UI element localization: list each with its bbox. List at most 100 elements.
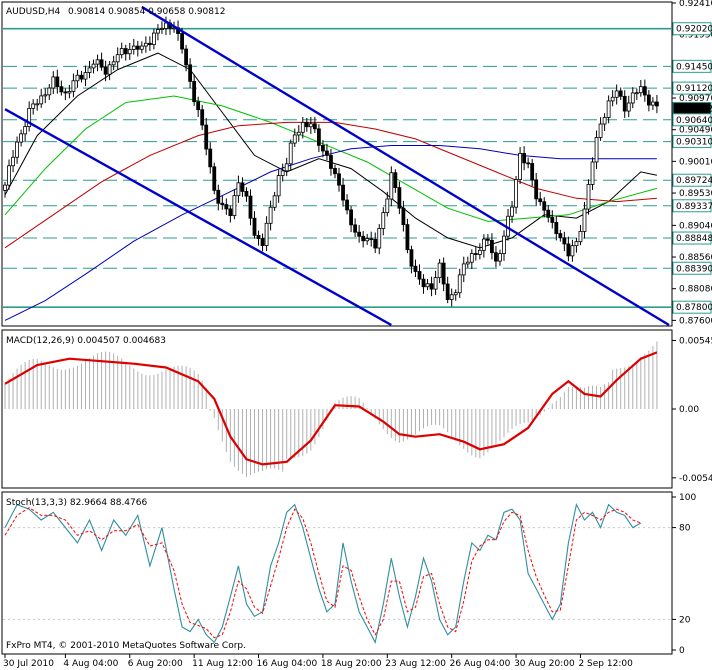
candle-body — [115, 54, 120, 63]
candle-body — [433, 277, 438, 290]
candle-body — [292, 134, 297, 144]
moving-average-line — [4, 121, 657, 249]
price-level-box — [672, 113, 712, 127]
macd-label: MACD(12,26,9) 0.004507 0.004683 — [6, 336, 166, 346]
candle-body — [437, 262, 442, 279]
candle-body — [502, 235, 506, 254]
candle-body — [518, 153, 522, 180]
candle-body — [11, 156, 15, 167]
candle-body — [248, 195, 253, 219]
candle-body — [473, 253, 478, 255]
candle-body — [63, 91, 68, 94]
candle-body — [546, 209, 551, 218]
candle-body — [160, 28, 164, 30]
candle-body — [393, 172, 398, 189]
candle-body — [312, 123, 317, 130]
candle-body — [610, 96, 615, 102]
macd-pane-frame — [1, 329, 673, 489]
candle-body — [228, 208, 233, 217]
candle-body — [381, 212, 386, 229]
channel-line[interactable] — [141, 5, 670, 327]
candle-body — [67, 90, 72, 94]
stoch-label: Stoch(13,3,3) 82.9664 88.4766 — [6, 498, 147, 508]
candle-body — [598, 123, 603, 138]
stoch-lines — [4, 502, 642, 645]
stoch-axis-label: 20 — [679, 615, 691, 625]
candle-body — [618, 90, 623, 97]
candle-body — [200, 109, 205, 126]
candle-body — [498, 253, 502, 262]
candle-body — [642, 86, 647, 96]
candle-body — [486, 238, 490, 241]
price-level-label: 0.88848 — [676, 234, 712, 244]
candle-body — [622, 95, 627, 112]
candle-body — [329, 154, 333, 169]
price-level-label: 0.92020 — [676, 25, 712, 35]
price-pane: AUDUSD,H4 0.90814 0.90854 0.90658 0.9081… — [1, 0, 712, 327]
candle-body — [494, 252, 498, 262]
candle-body — [558, 233, 563, 239]
candle-body — [614, 90, 619, 98]
candle-body — [441, 262, 446, 285]
candle-body — [397, 187, 402, 209]
time-axis-label: 23 Aug 12:00 — [385, 659, 446, 669]
macd-axis-label: 0.00 — [679, 405, 699, 415]
candle-body — [316, 128, 321, 146]
candle-body — [469, 253, 474, 263]
stoch-main-line — [4, 502, 642, 645]
price-level-label: 0.89724 — [676, 176, 712, 186]
stoch-level-lines — [3, 527, 671, 620]
candle-body — [55, 76, 60, 88]
candle-body — [365, 238, 370, 242]
time-axis-label: 18 Aug 20:00 — [321, 659, 382, 669]
candle-body — [152, 32, 156, 46]
candle-body — [638, 86, 643, 94]
candle-body — [79, 74, 84, 80]
candle-body — [75, 74, 80, 82]
time-axis-label: 11 Aug 12:00 — [192, 659, 253, 669]
candle-body — [562, 237, 567, 245]
candle-body — [131, 45, 136, 50]
candle-body — [377, 228, 382, 249]
candle-body — [164, 22, 168, 29]
candle-body — [39, 95, 44, 105]
candle-body — [522, 153, 527, 164]
candle-body — [425, 283, 430, 288]
candlesticks — [3, 16, 659, 307]
candle-body — [296, 131, 301, 136]
candle-body — [570, 245, 575, 257]
stoch-pane-frame — [1, 491, 673, 655]
candle-body — [280, 170, 285, 176]
candle-body — [550, 216, 555, 223]
candle-body — [341, 184, 345, 201]
price-level-label: 0.90310 — [676, 138, 712, 148]
candle-body — [409, 249, 414, 267]
price-level-label: 0.90812 — [676, 104, 712, 114]
time-axis-label: 4 Aug 04:00 — [63, 659, 118, 669]
channel-line[interactable] — [4, 108, 392, 327]
candle-body — [59, 86, 64, 93]
candle-body — [19, 133, 24, 143]
candle-body — [554, 222, 559, 234]
candle-body — [389, 172, 394, 200]
candle-body — [461, 263, 466, 276]
candle-body — [602, 117, 607, 125]
candle-body — [337, 173, 341, 186]
candle-body — [288, 142, 293, 165]
candle-body — [345, 199, 349, 211]
candle-body — [578, 231, 583, 243]
ohlc-readout: 0.90814 0.90854 0.90658 0.90812 — [68, 7, 225, 17]
candle-body — [429, 283, 434, 290]
candle-body — [304, 121, 309, 128]
trend-channel[interactable] — [4, 5, 670, 327]
candle-body — [111, 61, 116, 66]
candle-body — [220, 202, 225, 206]
candle-body — [3, 184, 7, 191]
candle-body — [147, 42, 152, 46]
candle-body — [87, 67, 92, 73]
candle-body — [650, 101, 655, 106]
